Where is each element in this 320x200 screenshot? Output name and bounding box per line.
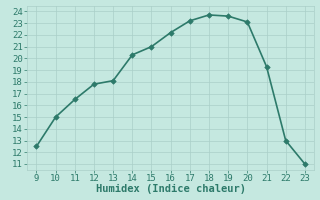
- X-axis label: Humidex (Indice chaleur): Humidex (Indice chaleur): [96, 184, 246, 194]
